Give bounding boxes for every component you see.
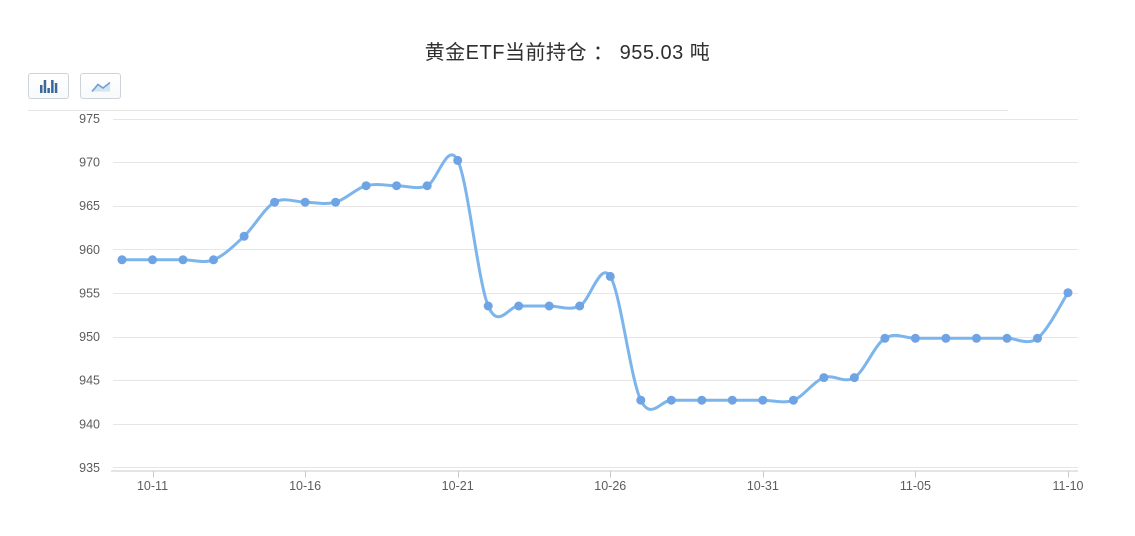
- y-axis-label: 960: [79, 243, 100, 257]
- y-axis-label: 970: [79, 156, 100, 170]
- data-point[interactable]: [148, 255, 157, 265]
- data-point[interactable]: [727, 395, 737, 405]
- data-point[interactable]: [880, 333, 890, 343]
- data-point[interactable]: [331, 197, 341, 207]
- x-axis-label: 10-21: [442, 479, 474, 493]
- data-point[interactable]: [666, 395, 676, 405]
- data-point[interactable]: [1063, 288, 1073, 298]
- data-point[interactable]: [178, 255, 188, 265]
- data-point[interactable]: [544, 301, 554, 311]
- y-axis-label: 965: [79, 199, 100, 213]
- x-axis-label: 11-05: [900, 479, 931, 493]
- data-point[interactable]: [361, 181, 371, 191]
- data-point[interactable]: [697, 395, 707, 405]
- data-point[interactable]: [575, 301, 585, 311]
- data-point[interactable]: [972, 333, 981, 343]
- data-point[interactable]: [758, 395, 768, 405]
- y-axis-label: 935: [79, 461, 100, 475]
- y-axis-label: 950: [79, 330, 100, 344]
- data-point[interactable]: [941, 333, 951, 343]
- data-point[interactable]: [849, 373, 859, 383]
- data-point[interactable]: [270, 197, 280, 207]
- data-point[interactable]: [819, 373, 829, 383]
- data-point[interactable]: [1002, 333, 1012, 343]
- x-axis-label: 11-10: [1052, 479, 1083, 493]
- y-axis-label: 955: [79, 286, 100, 300]
- data-point[interactable]: [910, 333, 920, 343]
- x-axis-label: 10-11: [137, 479, 168, 493]
- chart-title: 黄金ETF当前持仓 ： 955.03 吨: [424, 42, 711, 64]
- line-chart-button[interactable]: [80, 73, 121, 99]
- data-point[interactable]: [422, 181, 432, 191]
- data-point[interactable]: [514, 301, 524, 311]
- toolbar-divider: [28, 110, 1008, 111]
- x-axis-label: 10-26: [594, 479, 626, 493]
- x-axis-label: 10-16: [289, 479, 321, 493]
- y-axis-label: 940: [79, 417, 100, 431]
- bar-chart-icon: [39, 80, 57, 93]
- data-point[interactable]: [636, 395, 646, 405]
- data-point[interactable]: [453, 155, 463, 165]
- x-axis-label: 10-31: [747, 479, 779, 493]
- y-axis-label: 975: [79, 112, 100, 126]
- data-point[interactable]: [483, 301, 493, 311]
- line-chart-icon: [90, 81, 110, 92]
- data-point[interactable]: [209, 255, 218, 265]
- series-line: [120, 153, 1070, 411]
- data-point[interactable]: [1033, 333, 1042, 343]
- data-point[interactable]: [300, 197, 310, 207]
- chart-type-toolbar: [28, 73, 121, 99]
- y-axis-label: 945: [79, 374, 100, 388]
- data-point[interactable]: [117, 255, 127, 265]
- data-point[interactable]: [239, 231, 249, 241]
- data-point[interactable]: [605, 271, 615, 281]
- data-point[interactable]: [392, 181, 402, 191]
- data-point[interactable]: [788, 395, 798, 405]
- bar-chart-button[interactable]: [28, 73, 69, 99]
